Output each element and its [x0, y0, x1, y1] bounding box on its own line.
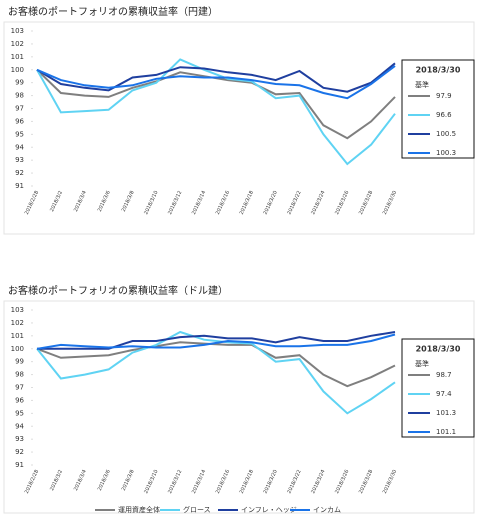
- y-tick-label: 97: [15, 105, 24, 113]
- x-tick-label: 2018/3/20: [263, 190, 279, 216]
- line-series: [37, 331, 396, 350]
- x-tick-label: 2018/3/18: [239, 190, 255, 216]
- y-tick-label: 96: [15, 396, 24, 404]
- x-tick-label: 2018/3/28: [358, 190, 374, 216]
- y-tick-label: 95: [15, 130, 24, 138]
- y-tick-label: 100: [11, 66, 24, 74]
- x-tick-label: 2018/3/18: [239, 469, 255, 495]
- box-value: 96.6: [436, 111, 452, 119]
- y-tick-label: 96: [15, 117, 24, 125]
- x-tick-label: 2018/3/10: [143, 469, 159, 495]
- box-title: 2018/3/30: [416, 345, 461, 354]
- legend-label: 運用資産全体: [118, 505, 160, 514]
- line-series: [36, 333, 396, 350]
- box-subtitle: 基準: [415, 359, 429, 368]
- box-value: 100.3: [436, 149, 456, 157]
- x-tick-label: 2018/3/8: [121, 469, 136, 492]
- x-tick-label: 2018/3/6: [97, 190, 112, 213]
- value-box: [401, 59, 475, 159]
- y-tick-label: 98: [15, 92, 24, 100]
- y-tick-label: 99: [15, 79, 24, 87]
- y-tick-label: 103: [11, 27, 24, 35]
- x-tick-label: 2018/3/16: [215, 469, 231, 495]
- box-value: 97.4: [436, 390, 452, 398]
- chart-title: お客様のポートフォリオの累積収益率（円建）: [8, 5, 218, 18]
- box-subtitle: 基準: [415, 80, 429, 89]
- x-tick-label: 2018/3/24: [310, 469, 326, 495]
- y-tick-label: 95: [15, 409, 24, 417]
- y-tick-label: 94: [15, 422, 24, 430]
- y-tick-label: 93: [15, 435, 24, 443]
- legend-label: インフレ・ヘッジ: [241, 506, 297, 514]
- y-tick-label: 92: [15, 448, 24, 456]
- box-value: 100.5: [436, 130, 456, 138]
- x-tick-label: 2018/3/4: [73, 190, 88, 213]
- line-series: [36, 62, 396, 93]
- x-tick-label: 2018/3/26: [334, 190, 350, 216]
- line-series: [36, 341, 396, 388]
- x-tick-label: 2018/3/26: [334, 469, 350, 495]
- x-tick-label: 2018/3/8: [121, 190, 136, 213]
- x-tick-label: 2018/3/14: [191, 469, 207, 495]
- line-series: [36, 58, 396, 166]
- box-value: 101.1: [436, 428, 456, 436]
- y-tick-label: 102: [11, 40, 24, 48]
- legend: 運用資産全体 グロース インフレ・ヘッジ インカム: [95, 505, 341, 514]
- y-tick-label: 101: [11, 332, 24, 340]
- y-tick-label: 91: [15, 182, 24, 190]
- chart: お客様のポートフォリオの累積収益率（円建） 91 92 93 94 95 96 97 98 99 1…: [3, 5, 475, 235]
- y-tick-label: 93: [15, 156, 24, 164]
- x-tick-label: 2018/3/24: [310, 190, 326, 216]
- x-tick-label: 2018/3/2: [49, 469, 64, 492]
- legend-label: インカム: [313, 506, 341, 514]
- box-title: 2018/3/30: [416, 66, 461, 75]
- x-tick-label: 2018/3/10: [143, 190, 159, 216]
- line-series: [36, 65, 396, 100]
- x-tick-label: 2018/3/22: [286, 190, 302, 216]
- box-value: 97.9: [436, 92, 452, 100]
- legend-label: グロース: [183, 505, 211, 514]
- x-tick-label: 2018/3/30: [382, 190, 398, 216]
- x-tick-label: 2018/3/2: [49, 190, 64, 213]
- x-tick-label: 2018/3/4: [73, 469, 88, 492]
- y-tick-label: 100: [11, 345, 24, 353]
- x-tick-label: 2018/2/28: [24, 469, 40, 495]
- y-tick-label: 99: [15, 358, 24, 366]
- x-tick-label: 2018/3/14: [191, 190, 207, 216]
- box-value: 98.7: [436, 371, 452, 379]
- y-tick-label: 97: [15, 384, 24, 392]
- y-tick-label: 91: [15, 461, 24, 469]
- x-tick-label: 2018/3/20: [263, 469, 279, 495]
- x-tick-label: 2018/3/12: [167, 469, 183, 495]
- value-box: [401, 338, 475, 438]
- box-value: 101.3: [436, 409, 456, 417]
- y-tick-label: 101: [11, 53, 24, 61]
- x-tick-label: 2018/2/28: [24, 190, 40, 216]
- x-tick-label: 2018/3/6: [97, 469, 112, 492]
- x-tick-label: 2018/3/22: [286, 469, 302, 495]
- y-tick-label: 94: [15, 143, 24, 151]
- chart-title: お客様のポートフォリオの累積収益率（ドル建）: [8, 284, 228, 297]
- x-tick-label: 2018/3/30: [382, 469, 398, 495]
- y-tick-label: 103: [11, 306, 24, 314]
- y-tick-label: 98: [15, 371, 24, 379]
- line-series: [36, 69, 396, 140]
- chart: お客様のポートフォリオの累積収益率（ドル建） 91 92 93 94 95 96 97 98 99…: [3, 284, 475, 514]
- x-tick-label: 2018/3/16: [215, 190, 231, 216]
- y-tick-label: 102: [11, 319, 24, 327]
- x-tick-label: 2018/3/28: [358, 469, 374, 495]
- y-tick-label: 92: [15, 169, 24, 177]
- line-series: [36, 330, 396, 415]
- x-tick-label: 2018/3/12: [167, 190, 183, 216]
